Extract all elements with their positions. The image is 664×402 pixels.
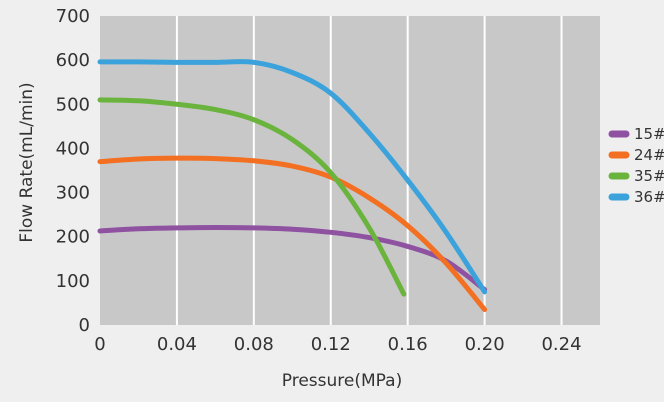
x-tick-label: 0.16 bbox=[388, 334, 428, 355]
y-tick-label: 700 bbox=[56, 6, 90, 27]
x-tick-label: 0.12 bbox=[311, 334, 351, 355]
series-line-15 bbox=[97, 224, 488, 293]
legend-item-36: 36# bbox=[608, 188, 664, 206]
legend-label: 35# bbox=[634, 167, 664, 185]
legend-label: 24# bbox=[634, 146, 664, 164]
y-tick-label: 0 bbox=[79, 315, 90, 336]
x-tick-label: 0.08 bbox=[234, 334, 274, 355]
series-line-24 bbox=[97, 155, 488, 313]
y-tick-label: 200 bbox=[56, 227, 90, 248]
y-tick-label: 500 bbox=[56, 94, 90, 115]
legend-item-15: 15# bbox=[608, 125, 664, 143]
x-tick-label: 0 bbox=[94, 334, 105, 355]
y-axis-title: Flow Rate(mL/min) bbox=[17, 82, 37, 242]
y-tick-label: 300 bbox=[56, 183, 90, 204]
legend-label: 36# bbox=[634, 188, 664, 206]
series-lines bbox=[97, 59, 488, 313]
series-line-36 bbox=[97, 59, 488, 295]
x-axis-ticks: 0 0.04 0.08 0.12 0.16 0.20 0.24 bbox=[94, 334, 581, 355]
y-tick-label: 400 bbox=[56, 138, 90, 159]
x-tick-label: 0.20 bbox=[465, 334, 505, 355]
legend-item-35: 35# bbox=[608, 167, 664, 185]
series-line-35 bbox=[97, 97, 407, 297]
x-axis-title: Pressure(MPa) bbox=[282, 371, 402, 391]
x-tick-label: 0.24 bbox=[541, 334, 581, 355]
x-tick-label: 0.04 bbox=[157, 334, 197, 355]
legend-label: 15# bbox=[634, 125, 664, 143]
y-tick-label: 600 bbox=[56, 50, 90, 71]
legend: 15# 24# 35# 36# bbox=[608, 125, 664, 206]
plot-area bbox=[100, 16, 600, 325]
y-tick-label: 100 bbox=[56, 271, 90, 292]
legend-item-24: 24# bbox=[608, 146, 664, 164]
y-axis-ticks: 0 100 200 300 400 500 600 700 bbox=[56, 6, 90, 336]
